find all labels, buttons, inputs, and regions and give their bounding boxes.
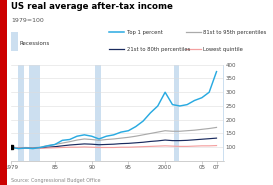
Text: Top 1 percent: Top 1 percent bbox=[127, 30, 163, 35]
Text: 1979=100: 1979=100 bbox=[11, 18, 44, 23]
Text: 81st to 95th percentiles: 81st to 95th percentiles bbox=[203, 30, 267, 35]
Text: Source: Congressional Budget Office: Source: Congressional Budget Office bbox=[11, 178, 100, 183]
Text: 21st to 80th percentiles: 21st to 80th percentiles bbox=[127, 46, 190, 52]
Bar bbox=[95, 65, 101, 161]
Text: Recessions: Recessions bbox=[19, 41, 49, 46]
Bar bbox=[29, 65, 40, 161]
Text: Lowest quintile: Lowest quintile bbox=[203, 46, 243, 52]
Bar bbox=[18, 65, 24, 161]
Bar bbox=[174, 65, 179, 161]
Bar bbox=[223, 65, 231, 161]
Text: US real average after-tax income: US real average after-tax income bbox=[11, 2, 173, 11]
